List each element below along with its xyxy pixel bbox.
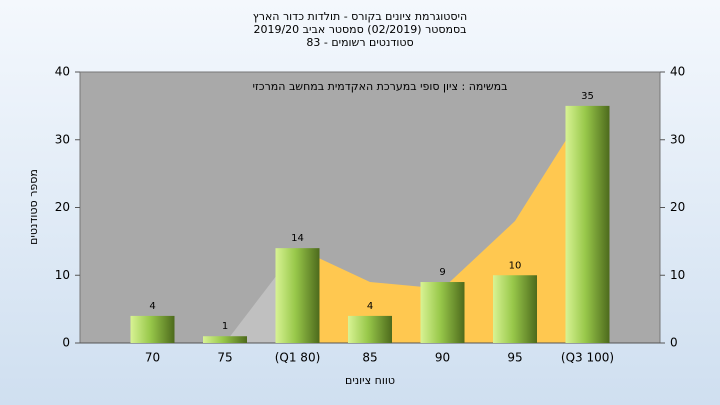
chart-title: היסטוגרמת ציונים בקורס - תולדות כדור האר…: [253, 10, 467, 23]
x-axis-label: טווח ציונים: [345, 374, 395, 387]
bar: [275, 248, 320, 343]
x-tick-label: 90: [435, 351, 450, 365]
bar: [493, 275, 537, 343]
y-tick-label: 40: [55, 65, 70, 79]
value-label: 4: [149, 301, 155, 312]
value-label: 35: [581, 91, 594, 102]
y-tick-label: 10: [55, 268, 70, 282]
y-axis-label: מספר סטודנטים: [27, 169, 40, 245]
y2-tick-label: 0: [670, 336, 678, 350]
value-label: 4: [367, 301, 373, 312]
x-tick-label: 70: [145, 351, 160, 365]
x-tick-label: 75: [217, 351, 232, 365]
bar: [565, 105, 610, 343]
value-label: 1: [222, 321, 228, 332]
chart-subtitle: בסמסטר (02/2019) סמסטר אביב 2019/20: [253, 23, 466, 36]
y2-tick-label: 40: [670, 65, 685, 79]
annotation: במשימה : ציון סופי במערכת האקדמית במחשב …: [253, 80, 508, 93]
bar: [130, 315, 175, 343]
y-tick-label: 0: [62, 336, 70, 350]
x-tick-label: (Q3 100): [561, 351, 614, 365]
x-tick-label: (Q1 80): [275, 351, 321, 365]
bar: [420, 282, 465, 343]
bar: [203, 336, 247, 343]
y2-tick-label: 20: [670, 200, 685, 214]
bar: [348, 315, 392, 343]
value-label: 10: [509, 260, 522, 271]
y-tick-label: 30: [55, 132, 70, 146]
value-label: 9: [439, 267, 445, 278]
y2-tick-label: 10: [670, 268, 685, 282]
y2-tick-label: 30: [670, 132, 685, 146]
x-tick-label: 95: [507, 351, 522, 365]
x-tick-label: 85: [362, 351, 377, 365]
y-tick-label: 20: [55, 200, 70, 214]
chart-subtitle: סטודנטים רשומים - 83: [306, 36, 413, 49]
value-label: 14: [291, 233, 304, 244]
